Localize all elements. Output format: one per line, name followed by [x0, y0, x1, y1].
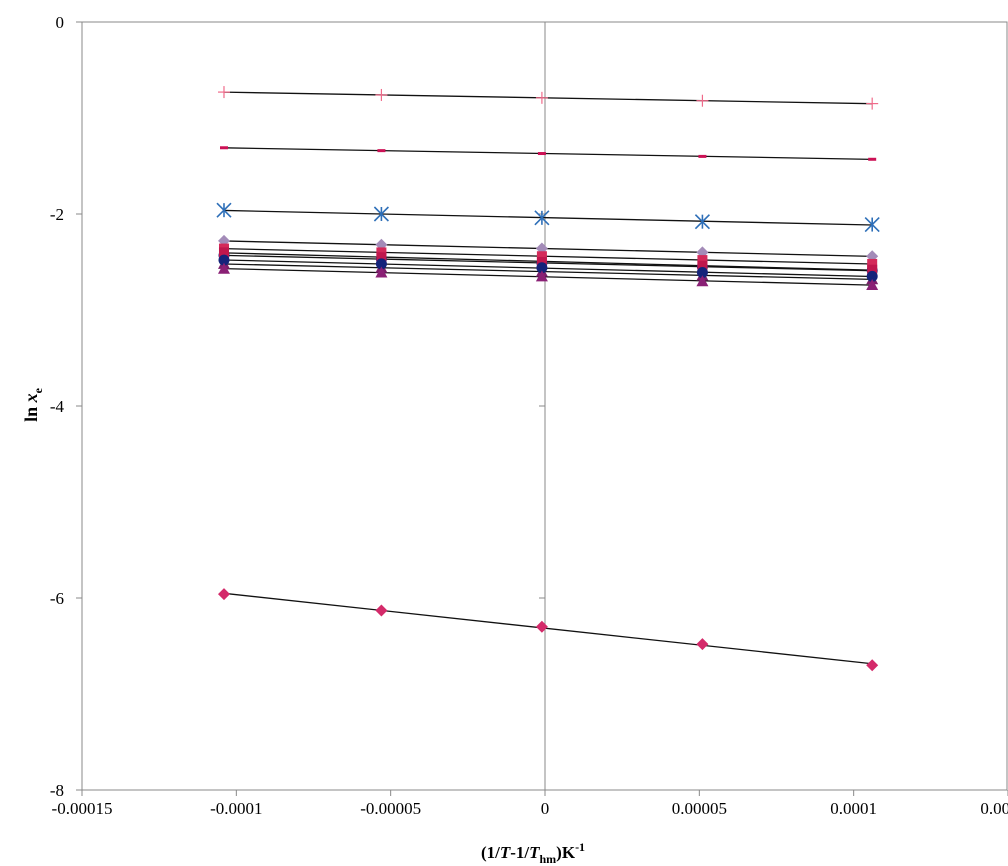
diamond-marker — [375, 604, 388, 617]
trend-line — [223, 263, 873, 281]
x-tick-label: 0.00015 — [980, 799, 1008, 818]
triangle-marker — [866, 279, 879, 291]
plus-marker — [866, 97, 879, 110]
plus-marker — [535, 91, 548, 104]
trend-line — [223, 247, 873, 265]
square-marker — [697, 260, 708, 271]
square-marker — [218, 247, 229, 258]
trend-line — [223, 240, 873, 257]
x-tick-label: 0.0001 — [830, 799, 877, 818]
triangle-marker — [217, 262, 230, 274]
star-marker — [694, 214, 710, 230]
plus-marker — [375, 88, 388, 101]
circle-marker — [375, 258, 387, 270]
square-marker — [867, 264, 878, 275]
trend-line — [223, 147, 873, 161]
x-tick-label: -0.0001 — [210, 799, 262, 818]
y-tick-label: -4 — [50, 397, 65, 416]
data-markers — [216, 86, 880, 672]
square-marker — [536, 257, 547, 267]
y-tick-label: -2 — [50, 205, 64, 224]
star-marker — [216, 202, 232, 218]
x-tick-label: -0.00005 — [360, 799, 421, 818]
y-tick-label: -6 — [50, 589, 64, 608]
diamond-marker — [535, 620, 548, 633]
plus-marker — [217, 86, 230, 99]
circle-marker — [536, 262, 548, 274]
trend-line — [223, 252, 873, 271]
axes — [76, 21, 1008, 796]
trend-line — [223, 267, 873, 286]
trend-line — [223, 592, 873, 665]
diamond-marker — [866, 659, 879, 672]
star-marker — [534, 210, 550, 226]
square-marker — [697, 255, 708, 266]
y-tick-label: 0 — [56, 13, 65, 32]
star-marker — [373, 206, 389, 222]
trend-line — [223, 254, 873, 272]
diamond-marker — [696, 638, 709, 651]
y-axis-label: ln xe — [21, 387, 45, 422]
square-marker — [867, 258, 878, 269]
trend-line — [223, 91, 873, 105]
x-tick-label: 0 — [541, 799, 550, 818]
y-tick-label: -8 — [50, 781, 64, 800]
star-marker — [864, 216, 880, 233]
circle-marker — [218, 254, 230, 266]
x-tick-label: -0.00015 — [52, 799, 113, 818]
triangle-marker — [375, 266, 388, 278]
triangle-marker — [696, 275, 709, 287]
trend-line — [223, 209, 873, 226]
circle-marker — [866, 270, 878, 282]
x-tick-label: 0.00005 — [672, 799, 727, 818]
x-axis-label: (1/T-1/Thm)K-1 — [481, 840, 585, 866]
tick-labels: -0.00015 -0.0001 -0.00005 0 0.00005 0.0001 0.0… — [50, 13, 1008, 818]
diamond-marker — [217, 588, 230, 601]
square-marker — [376, 252, 387, 263]
triangle-marker — [535, 270, 548, 282]
trend-line — [223, 259, 873, 278]
square-marker — [536, 251, 547, 262]
trend-lines — [223, 91, 873, 665]
circle-marker — [696, 267, 708, 279]
plus-marker — [696, 94, 709, 107]
